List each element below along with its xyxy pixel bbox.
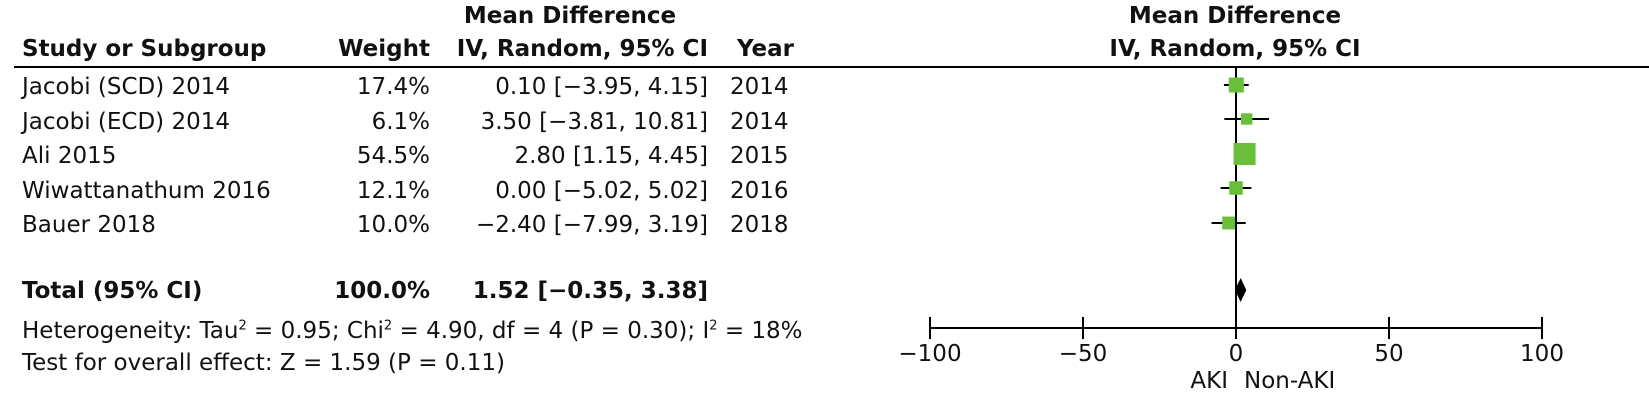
- study-weight: 10.0%: [356, 212, 430, 238]
- x-tick-label: 50: [1374, 341, 1403, 367]
- study-name: Jacobi (ECD) 2014: [22, 109, 230, 135]
- study-weight: 6.1%: [371, 109, 430, 135]
- study-year: 2014: [730, 109, 789, 135]
- study-weight: 54.5%: [356, 143, 430, 169]
- study-marker: [1233, 143, 1256, 165]
- plot-title: Mean Difference: [1128, 3, 1342, 29]
- overall-effect-text: Test for overall effect: Z = 1.59 (P = 0…: [22, 350, 505, 376]
- study-name: Jacobi (SCD) 2014: [22, 74, 231, 100]
- total-ci: 1.52 [−0.35, 3.38]: [472, 278, 708, 304]
- study-ci: 0.10 [−3.95, 4.15]: [495, 74, 708, 100]
- study-ci: 2.80 [1.15, 4.45]: [514, 143, 708, 169]
- study-marker: [1222, 216, 1236, 230]
- x-tick-label: 0: [1229, 341, 1244, 367]
- x-tick-label: −50: [1059, 341, 1108, 367]
- total-weight: 100.0%: [334, 278, 430, 304]
- study-weight: 12.1%: [356, 178, 430, 204]
- study-weight: 17.4%: [356, 74, 430, 100]
- study-ci: 3.50 [−3.81, 10.81]: [480, 109, 708, 135]
- md-column-subtitle: IV, Random, 95% CI: [456, 36, 708, 62]
- study-name: Ali 2015: [22, 143, 117, 169]
- favours-right-label: Non-AKI: [1244, 368, 1335, 394]
- study-year: 2018: [730, 212, 789, 238]
- md-column-title: Mean Difference: [463, 3, 677, 29]
- study-ci: 0.00 [−5.02, 5.02]: [495, 178, 708, 204]
- total-label: Total (95% CI): [22, 278, 203, 304]
- x-tick-label: −100: [898, 341, 961, 367]
- study-ci: −2.40 [−7.99, 3.19]: [475, 212, 708, 238]
- study-column-header: Study or Subgroup: [22, 36, 267, 62]
- heterogeneity-text: Heterogeneity: Tau2 = 0.95; Chi2 = 4.90,…: [22, 318, 803, 344]
- total-diamond: [1234, 278, 1247, 302]
- year-column-header: Year: [737, 36, 795, 62]
- study-year: 2014: [730, 74, 789, 100]
- study-name: Bauer 2018: [22, 212, 156, 238]
- favours-left-label: AKI: [1190, 368, 1228, 394]
- study-name: Wiwattanathum 2016: [22, 178, 271, 204]
- x-tick-label: 100: [1520, 341, 1564, 367]
- study-year: 2015: [730, 143, 789, 169]
- study-marker: [1228, 77, 1244, 93]
- header-divider: [14, 66, 1649, 68]
- study-marker: [1241, 113, 1253, 125]
- plot-subtitle: IV, Random, 95% CI: [1109, 36, 1361, 62]
- study-marker: [1229, 181, 1243, 195]
- weight-column-header: Weight: [338, 36, 430, 62]
- study-year: 2016: [730, 178, 789, 204]
